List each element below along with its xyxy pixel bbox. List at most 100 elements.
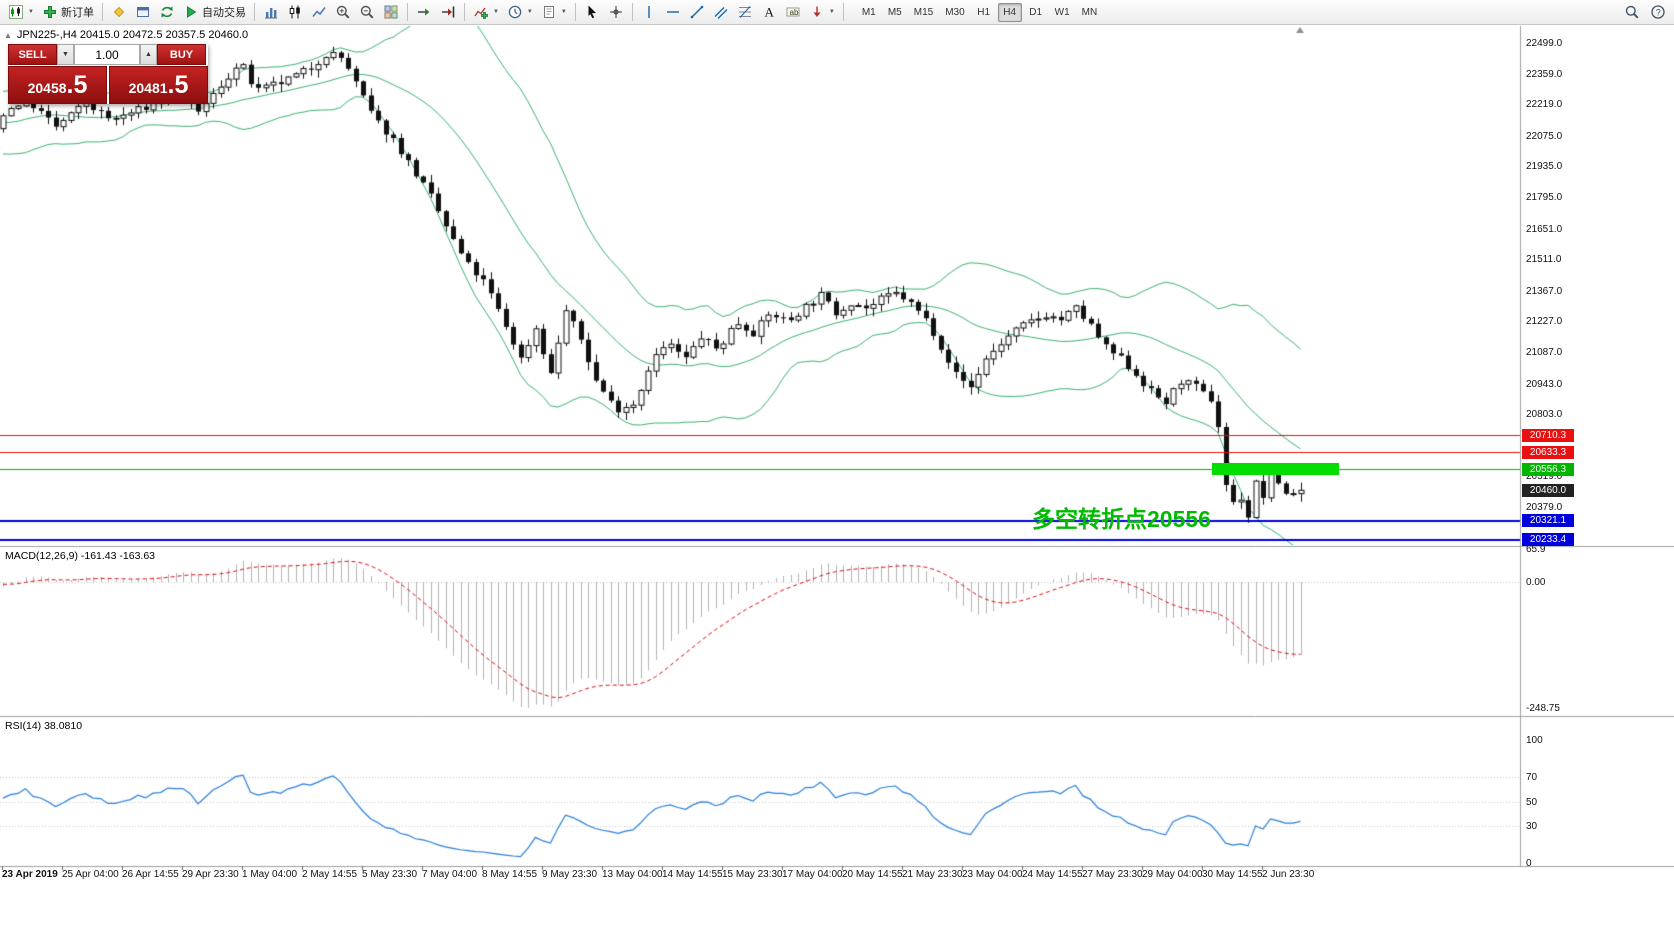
refresh-icon[interactable] <box>155 2 179 23</box>
one-click-panel-toggle[interactable]: ▲ <box>4 30 12 40</box>
line-chart-icon[interactable] <box>307 2 331 23</box>
timeframe-m15[interactable]: M15 <box>913 6 934 18</box>
search-icon[interactable] <box>1620 2 1644 23</box>
vertical-line-icon[interactable] <box>637 2 661 23</box>
svg-text:?: ? <box>1656 8 1661 18</box>
time-axis-label: 7 May 04:00 <box>422 869 478 880</box>
macd-axis-label: 0.00 <box>1526 577 1546 588</box>
fibonacci-icon[interactable] <box>733 2 757 23</box>
chart-title-row: ▲ JPN225-,H4 20415.0 20472.5 20357.5 204… <box>4 29 248 41</box>
price-axis-label: 20943.0 <box>1526 379 1563 390</box>
price-axis-label: 20379.0 <box>1526 502 1563 513</box>
price-axis-chip: 20460.0 <box>1522 484 1574 497</box>
timeframe-m30[interactable]: M30 <box>945 6 965 18</box>
price-axis-label: 21511.0 <box>1526 254 1562 265</box>
rsi-indicator-label: RSI(14) 38.0810 <box>5 720 83 732</box>
time-axis-label: 23 May 04:00 <box>962 869 1023 880</box>
text-label-icon[interactable]: ab <box>781 2 805 23</box>
arrows-icon[interactable]: ▼ <box>805 2 839 23</box>
price-axis-label: 21795.0 <box>1526 192 1563 203</box>
bar-chart-icon[interactable] <box>259 2 283 23</box>
tile-windows-icon[interactable] <box>379 2 403 23</box>
new-chart-icon[interactable]: ▼ <box>4 2 38 23</box>
timeframe-h1[interactable]: H1 <box>977 6 991 18</box>
rsi-axis-label: 100 <box>1526 735 1543 746</box>
buy-button[interactable]: BUY <box>157 44 206 65</box>
time-axis-label: 30 May 14:55 <box>1202 869 1263 880</box>
time-axis-label: 24 May 14:55 <box>1022 869 1083 880</box>
candlestick-chart-icon[interactable] <box>283 2 307 23</box>
time-axis-label: 13 May 04:00 <box>602 869 663 880</box>
templates-icon[interactable]: ▼ <box>537 2 571 23</box>
timeframe-h4[interactable]: H4 <box>997 2 1022 22</box>
zoom-in-icon[interactable] <box>331 2 355 23</box>
price-axis-label: 20803.0 <box>1526 409 1563 420</box>
time-axis-label: 14 May 14:55 <box>662 869 723 880</box>
volume-input[interactable] <box>74 44 140 65</box>
periods-icon[interactable]: ▼ <box>503 2 537 23</box>
rsi-axis-label: 50 <box>1526 797 1538 808</box>
indicators-icon[interactable]: ▼ <box>469 2 503 23</box>
help-icon[interactable]: ? <box>1646 2 1670 23</box>
chart-shift-icon[interactable] <box>436 2 460 23</box>
chevron-down-icon: ▼ <box>28 9 34 15</box>
price-axis-label: 21367.0 <box>1526 286 1563 297</box>
autotrading-button[interactable]: 自动交易 <box>179 2 250 23</box>
sell-price-main: 20458 <box>27 80 67 96</box>
metaeditor-icon[interactable] <box>107 2 131 23</box>
time-axis-label: 5 May 23:30 <box>362 869 418 880</box>
timeframe-w1[interactable]: W1 <box>1054 6 1070 18</box>
annotation-text[interactable]: 多空转折点20556 <box>1032 506 1211 532</box>
price-axis-chip: 20633.3 <box>1522 446 1574 459</box>
timeframe-mn[interactable]: MN <box>1081 6 1098 18</box>
sell-button[interactable]: SELL <box>8 44 57 65</box>
macd-axis-label: 65.9 <box>1526 544 1546 555</box>
time-axis-label: 1 May 04:00 <box>242 869 298 880</box>
terminal-icon[interactable] <box>131 2 155 23</box>
price-axis-chip: 20710.3 <box>1522 429 1574 442</box>
toolbar-separator <box>253 3 255 21</box>
volume-increase-button[interactable]: ▲ <box>140 44 157 65</box>
horizontal-line-icon[interactable] <box>661 2 685 23</box>
timeframe-m1[interactable]: M1 <box>861 6 876 18</box>
sell-price[interactable]: 20458.5 <box>8 66 107 104</box>
new-order-button[interactable]: 新订单 <box>38 2 98 23</box>
timeframe-toolbar: M1 M5 M15 M30 H1 H4 D1 W1 MN <box>856 2 1103 22</box>
buy-price-main: 20481 <box>128 80 168 96</box>
zoom-out-icon[interactable] <box>355 2 379 23</box>
autotrading-button-label: 自动交易 <box>201 7 246 19</box>
price-axis-label: 22075.0 <box>1526 131 1563 142</box>
buy-price[interactable]: 20481.5 <box>109 66 208 104</box>
trendline-icon[interactable] <box>685 2 709 23</box>
rsi-axis-label: 70 <box>1526 772 1538 783</box>
highlight-rectangle[interactable] <box>1212 463 1339 475</box>
timeframe-d1[interactable]: D1 <box>1029 6 1043 18</box>
chart-ohlc-title: JPN225-,H4 20415.0 20472.5 20357.5 20460… <box>16 29 249 41</box>
channel-icon[interactable] <box>709 2 733 23</box>
chevron-down-icon: ▼ <box>560 9 567 15</box>
macd-indicator-label: MACD(12,26,9) -161.43 -163.63 <box>5 550 155 562</box>
time-axis-label: 8 May 14:55 <box>482 869 538 880</box>
cursor-icon[interactable] <box>580 2 604 23</box>
time-axis-label: 29 May 04:00 <box>1142 869 1203 880</box>
price-axis-chip: 20321.1 <box>1522 514 1574 527</box>
volume-decrease-button[interactable]: ▼ <box>57 44 74 65</box>
auto-scroll-icon[interactable] <box>412 2 436 23</box>
text-icon[interactable]: A <box>757 2 781 23</box>
rsi-axis-label: 30 <box>1526 821 1538 832</box>
price-axis-chip: 20556.3 <box>1522 463 1574 476</box>
time-axis-label: 15 May 23:30 <box>722 869 783 880</box>
timeframe-m5[interactable]: M5 <box>887 6 902 18</box>
time-axis-label: 23 Apr 2019 <box>2 869 58 880</box>
buy-price-big: .5 <box>167 71 189 99</box>
price-axis-chip: 20233.4 <box>1522 533 1574 546</box>
time-axis-label: 29 Apr 23:30 <box>182 869 239 880</box>
sell-price-big: .5 <box>66 71 88 99</box>
time-axis-label: 9 May 23:30 <box>542 869 598 880</box>
crosshair-icon[interactable] <box>604 2 628 23</box>
toolbar-right-group: ? <box>1620 2 1670 23</box>
chevron-down-icon: ▼ <box>526 9 533 15</box>
price-axis-label: 21651.0 <box>1526 224 1563 235</box>
